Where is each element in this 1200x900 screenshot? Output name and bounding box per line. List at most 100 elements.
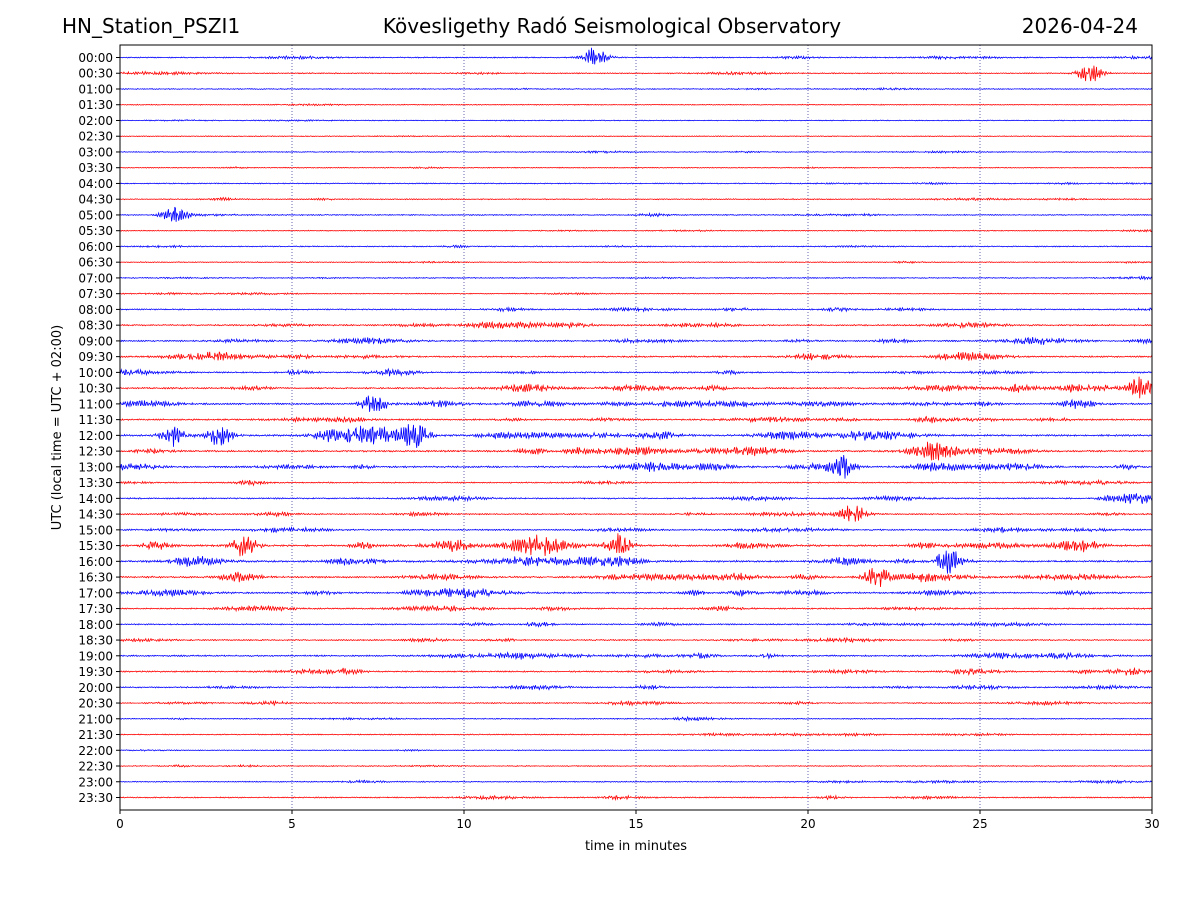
trace-0700: [119, 275, 1153, 281]
trace-0400: [119, 181, 1153, 186]
y-tick-label: 03:30: [78, 161, 113, 175]
trace-2230: [119, 763, 1153, 768]
trace-0500: [119, 206, 1153, 222]
x-axis-ticks: 0 5 10 15 20 25 30: [116, 810, 1160, 831]
y-tick-label: 07:30: [78, 287, 113, 301]
trace-1930: [119, 666, 1153, 676]
trace-0430: [119, 196, 1153, 202]
y-tick-label: 09:30: [78, 350, 113, 364]
trace-0800: [119, 306, 1153, 313]
trace-2130: [119, 731, 1153, 738]
y-tick-label: 01:30: [78, 98, 113, 112]
trace-0030: [119, 65, 1153, 82]
y-tick-label: 13:30: [78, 476, 113, 490]
trace-0930: [119, 351, 1153, 361]
trace-2330: [119, 794, 1153, 802]
y-tick-label: 12:00: [78, 429, 113, 443]
trace-0130: [119, 102, 1153, 107]
trace-0900: [119, 336, 1153, 345]
y-tick-label: 10:30: [78, 382, 113, 396]
seismic-traces: [119, 47, 1153, 802]
trace-1430: [119, 505, 1153, 522]
trace-1400: [119, 493, 1153, 504]
y-tick-label: 00:00: [78, 51, 113, 65]
y-tick-label: 10:00: [78, 366, 113, 380]
trace-0600: [119, 244, 1153, 249]
y-tick-label: 05:30: [78, 224, 113, 238]
trace-0000: [119, 47, 1153, 65]
trace-0730: [119, 291, 1153, 296]
trace-1900: [119, 651, 1153, 661]
x-tick-label: 20: [800, 817, 815, 831]
trace-2000: [119, 684, 1153, 691]
y-tick-label: 08:00: [78, 303, 113, 317]
y-tick-label: 08:30: [78, 319, 113, 333]
y-tick-label: 18:00: [78, 618, 113, 632]
y-tick-label: 17:30: [78, 602, 113, 616]
trace-0200: [119, 119, 1153, 122]
y-tick-label: 20:30: [78, 697, 113, 711]
trace-1300: [119, 454, 1153, 479]
y-tick-label: 07:00: [78, 271, 113, 285]
y-tick-label: 23:00: [78, 775, 113, 789]
trace-0630: [119, 260, 1153, 265]
station-name: HN_Station_PSZI1: [62, 14, 241, 38]
trace-1500: [119, 526, 1153, 534]
x-tick-label: 30: [1144, 817, 1159, 831]
y-tick-label: 00:30: [78, 67, 113, 81]
x-tick-label: 10: [456, 817, 471, 831]
trace-1530: [119, 533, 1153, 557]
y-tick-label: 16:30: [78, 571, 113, 585]
trace-0300: [119, 150, 1153, 155]
y-tick-label: 16:00: [78, 555, 113, 569]
trace-0100: [119, 86, 1153, 91]
y-tick-label: 05:00: [78, 208, 113, 222]
x-tick-label: 25: [972, 817, 987, 831]
y-tick-label: 06:00: [78, 240, 113, 254]
y-tick-label: 09:00: [78, 334, 113, 348]
y-tick-label: 15:30: [78, 539, 113, 553]
trace-0330: [119, 166, 1153, 170]
y-tick-label: 23:30: [78, 791, 113, 805]
y-axis-label: UTC (local time = UTC + 02:00): [50, 325, 65, 530]
trace-1200: [119, 424, 1153, 448]
trace-1830: [119, 636, 1153, 644]
trace-1000: [119, 367, 1153, 377]
trace-0830: [120, 320, 1153, 330]
y-tick-label: 19:00: [78, 649, 113, 663]
y-tick-label: 14:00: [78, 492, 113, 506]
trace-1030: [119, 376, 1153, 399]
y-tick-label: 21:00: [78, 712, 113, 726]
y-tick-label: 19:30: [78, 665, 113, 679]
y-tick-label: 03:00: [78, 145, 113, 159]
trace-1600: [119, 550, 1153, 574]
trace-1630: [119, 567, 1153, 588]
trace-1130: [119, 415, 1153, 424]
y-tick-label: 15:00: [78, 523, 113, 537]
y-tick-label: 11:30: [78, 413, 113, 427]
trace-0530: [119, 228, 1153, 233]
y-tick-label: 02:00: [78, 114, 113, 128]
x-axis-label: time in minutes: [585, 839, 687, 854]
observatory-title: Kövesligethy Radó Seismological Observat…: [382, 14, 842, 38]
x-tick-label: 5: [288, 817, 296, 831]
grid-lines: [291, 45, 981, 810]
y-tick-label: 22:00: [78, 744, 113, 758]
x-tick-label: 15: [628, 817, 643, 831]
y-tick-label: 13:00: [78, 460, 113, 474]
x-tick-label: 0: [116, 817, 124, 831]
trace-2030: [119, 700, 1153, 707]
y-tick-label: 04:30: [78, 193, 113, 207]
y-tick-label: 11:00: [78, 397, 113, 411]
y-tick-label: 14:30: [78, 508, 113, 522]
y-tick-label: 01:00: [78, 82, 113, 96]
y-tick-label: 18:30: [78, 634, 113, 648]
y-tick-label: 02:30: [78, 130, 113, 144]
y-tick-label: 04:00: [78, 177, 113, 191]
trace-1730: [119, 604, 1153, 613]
trace-1700: [119, 587, 1153, 599]
y-tick-label: 06:30: [78, 256, 113, 270]
y-tick-label: 17:00: [78, 586, 113, 600]
